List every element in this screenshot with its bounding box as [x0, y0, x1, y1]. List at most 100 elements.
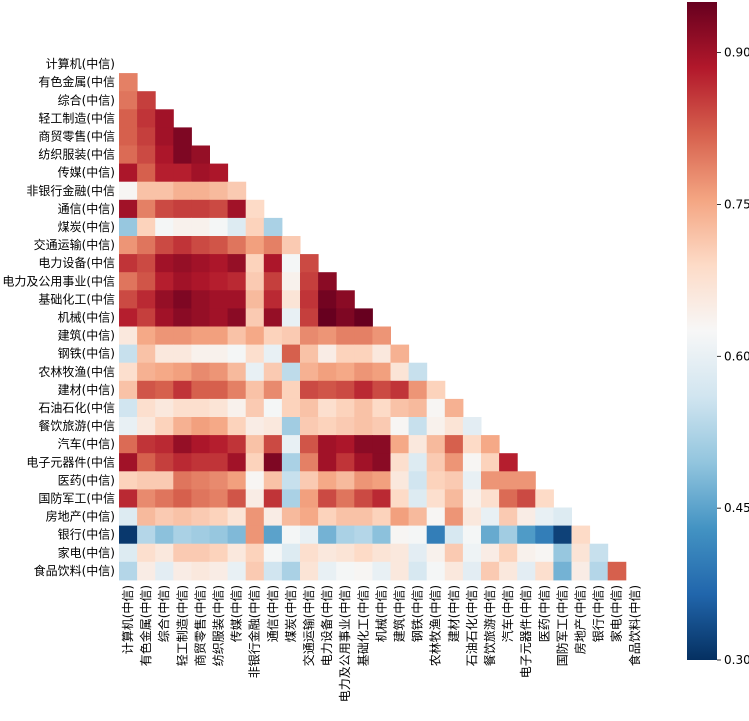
heatmap-cell	[227, 362, 247, 382]
heatmap-cell	[137, 236, 156, 255]
heatmap-cell	[245, 417, 265, 436]
heatmap-cell	[263, 380, 283, 400]
heatmap-cell	[227, 380, 247, 400]
heatmap-cell	[245, 507, 265, 527]
y-tick-label: 交通运输(中信)	[34, 237, 115, 252]
heatmap-cell	[191, 453, 210, 472]
heatmap-cell	[318, 398, 337, 418]
y-tick-label: 电力及公用事业(中信	[2, 273, 115, 288]
heatmap-cell	[263, 471, 283, 490]
heatmap-cell	[281, 290, 301, 309]
heatmap-cell	[155, 362, 174, 382]
heatmap-cell	[354, 380, 373, 400]
heatmap-cell	[119, 471, 138, 490]
heatmap-cell	[607, 561, 627, 581]
heatmap-cell	[137, 308, 156, 327]
heatmap-cell	[119, 543, 138, 563]
heatmap-cell	[191, 199, 210, 219]
heatmap-cell	[245, 471, 265, 490]
y-tick-label: 石油石化(中信	[38, 400, 115, 415]
heatmap-cell	[336, 326, 355, 346]
heatmap-cell	[300, 380, 319, 400]
heatmap-cell	[245, 525, 265, 545]
x-tick-label: 有色金属(中信)	[138, 585, 153, 666]
y-tick-label: 家电(中信)	[58, 545, 115, 560]
heatmap-cell	[426, 435, 446, 454]
heatmap-cell	[354, 417, 373, 436]
heatmap-cell	[209, 272, 229, 291]
heatmap-cell	[173, 362, 192, 382]
heatmap-cell	[462, 417, 482, 436]
heatmap-cell	[173, 199, 192, 219]
heatmap-cell	[119, 380, 138, 400]
heatmap-cell	[173, 308, 192, 327]
y-tick-label: 机械(中信)	[58, 309, 115, 324]
heatmap-cell	[119, 109, 138, 128]
colorbar-tick-label: 0.60	[724, 349, 749, 363]
heatmap-cell	[155, 326, 174, 346]
heatmap-cell	[318, 471, 337, 490]
heatmap-cell	[281, 326, 301, 346]
y-tick-label: 食品饮料(中信)	[34, 563, 115, 578]
heatmap-cell	[372, 471, 391, 490]
heatmap-cell	[209, 489, 229, 508]
heatmap-cell	[155, 127, 174, 146]
heatmap-cell	[318, 417, 337, 436]
heatmap-cell	[300, 453, 319, 472]
heatmap-cell	[191, 362, 210, 382]
x-tick-label: 房地产(中信)	[573, 585, 588, 654]
heatmap-cell	[499, 543, 518, 563]
heatmap-cell	[173, 435, 192, 454]
x-tick-label: 电子元器件(中信)	[518, 585, 533, 678]
y-tick-label: 医药(中信)	[58, 472, 115, 487]
heatmap-cell	[155, 435, 174, 454]
heatmap-cell	[372, 507, 391, 527]
heatmap-cell	[336, 398, 355, 418]
heatmap-cell	[499, 525, 518, 545]
heatmap-cell	[481, 489, 500, 508]
heatmap-cell	[499, 561, 518, 581]
heatmap-cell	[191, 217, 210, 237]
heatmap-cell	[281, 308, 301, 327]
heatmap-cell	[553, 543, 572, 563]
heatmap-cell	[300, 525, 319, 545]
heatmap-cell	[155, 561, 174, 581]
heatmap-cell	[318, 308, 337, 327]
heatmap-cell	[227, 290, 247, 309]
heatmap-cell	[245, 344, 265, 364]
heatmap-cell	[209, 453, 229, 472]
heatmap-cell	[245, 398, 265, 418]
heatmap-cell	[281, 543, 301, 563]
heatmap-cell	[191, 417, 210, 436]
x-tick-label: 非银行金融(中信)	[247, 585, 262, 678]
heatmap-cell	[354, 525, 373, 545]
heatmap-cell	[318, 507, 337, 527]
heatmap-cell	[137, 181, 156, 201]
heatmap-cell	[191, 272, 210, 291]
heatmap-cell	[209, 525, 229, 545]
heatmap-cell	[426, 525, 446, 545]
heatmap-cell	[227, 507, 247, 527]
heatmap-cell	[372, 489, 391, 508]
heatmap-cell	[173, 326, 192, 346]
heatmap-cell	[137, 471, 156, 490]
heatmap-cell	[155, 236, 174, 255]
heatmap-cell	[245, 489, 265, 508]
y-tick-label: 农林牧渔(中信	[38, 364, 115, 379]
x-tick-label: 农林牧渔(中信)	[428, 585, 443, 666]
heatmap-cell	[462, 453, 482, 472]
heatmap-cell	[227, 272, 247, 291]
y-tick-label: 房地产(中信)	[46, 509, 115, 524]
heatmap-cell	[173, 525, 192, 545]
heatmap-cell	[227, 217, 247, 237]
heatmap-cell	[426, 453, 446, 472]
heatmap-cell	[209, 326, 229, 346]
heatmap-cell	[119, 199, 138, 219]
heatmap-cell	[426, 543, 446, 563]
heatmap-cell	[155, 163, 174, 183]
heatmap-cell	[137, 290, 156, 309]
heatmap-cell	[209, 507, 229, 527]
heatmap-cell	[462, 435, 482, 454]
heatmap-cell	[517, 543, 536, 563]
heatmap-cell	[119, 561, 138, 581]
